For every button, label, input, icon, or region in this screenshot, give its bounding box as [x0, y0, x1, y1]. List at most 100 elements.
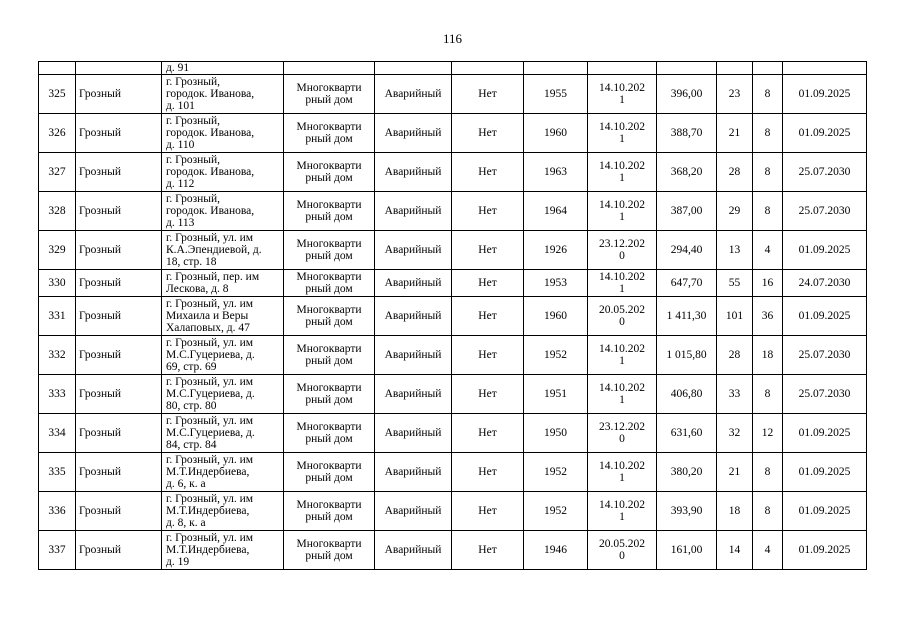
cell-apartments: 8 — [752, 491, 783, 531]
cell-address: г. Грозный, ул. им М.С.Гуцериева, д. 69,… — [161, 335, 284, 375]
cell-date: 14.10.202 1 — [587, 335, 657, 375]
cell-apartments: 8 — [752, 374, 783, 414]
cell-year: 1960 — [523, 296, 588, 336]
cell-deadline: 01.09.2025 — [782, 113, 867, 153]
cell-area: 393,90 — [656, 491, 717, 531]
cell-number: 325 — [38, 74, 76, 114]
cell-building-type: Многокварти рный дом — [283, 452, 375, 492]
cell-residents: 55 — [716, 269, 753, 297]
cell-address: г. Грозный, городок. Иванова, д. 113 — [161, 191, 284, 231]
cell-city: Грозный — [75, 413, 162, 453]
cell-flag: Нет — [451, 335, 524, 375]
cell-flag: Нет — [451, 191, 524, 231]
cell-year: 1952 — [523, 491, 588, 531]
cell-status: Аварийный — [374, 452, 452, 492]
table-row: 332 Грозный г. Грозный, ул. им М.С.Гуцерие… — [38, 335, 867, 375]
cell-status: Аварийный — [374, 113, 452, 153]
cell-address: г. Грозный, ул. им Михаила и Веры Халапо… — [161, 296, 284, 336]
cell-empty — [587, 61, 657, 75]
table-row: 335 Грозный г. Грозный, ул. им М.Т.Индерби… — [38, 452, 867, 492]
cell-status: Аварийный — [374, 374, 452, 414]
cell-flag: Нет — [451, 230, 524, 270]
cell-flag: Нет — [451, 296, 524, 336]
cell-address: г. Грозный, городок. Иванова, д. 110 — [161, 113, 284, 153]
cell-address: г. Грозный, ул. им М.С.Гуцериева, д. 84,… — [161, 413, 284, 453]
cell-number: 329 — [38, 230, 76, 270]
cell-year: 1946 — [523, 530, 588, 570]
cell-deadline: 01.09.2025 — [782, 530, 867, 570]
cell-city: Грозный — [75, 452, 162, 492]
table-row: 325 Грозный г. Грозный, городок. Иванова, … — [38, 74, 867, 114]
cell-number: 331 — [38, 296, 76, 336]
cell-city: Грозный — [75, 152, 162, 192]
cell-flag: Нет — [451, 491, 524, 531]
cell-residents: 14 — [716, 530, 753, 570]
cell-residents: 21 — [716, 452, 753, 492]
cell-building-type: Многокварти рный дом — [283, 191, 375, 231]
cell-empty — [523, 61, 588, 75]
cell-city: Грозный — [75, 296, 162, 336]
cell-number: 330 — [38, 269, 76, 297]
cell-area: 380,20 — [656, 452, 717, 492]
cell-address: г. Грозный, пер. им Лескова, д. 8 — [161, 269, 284, 297]
cell-flag: Нет — [451, 269, 524, 297]
page-number: 116 — [442, 31, 463, 46]
cell-date: 14.10.202 1 — [587, 491, 657, 531]
table-row: 331 Грозный г. Грозный, ул. им Михаила и В… — [38, 296, 867, 336]
cell-apartments: 8 — [752, 152, 783, 192]
cell-year: 1953 — [523, 269, 588, 297]
cell-deadline: 01.09.2025 — [782, 230, 867, 270]
cell-empty — [716, 61, 753, 75]
cell-residents: 28 — [716, 335, 753, 375]
housing-table: д. 91 325 Грозный г. Грозный, городок. Ива… — [38, 61, 867, 570]
cell-deadline: 25.07.2030 — [782, 335, 867, 375]
cell-flag: Нет — [451, 374, 524, 414]
cell-number: 328 — [38, 191, 76, 231]
cell-status: Аварийный — [374, 74, 452, 114]
cell-date: 14.10.202 1 — [587, 374, 657, 414]
cell-number: 334 — [38, 413, 76, 453]
cell-year: 1926 — [523, 230, 588, 270]
cell-apartments: 16 — [752, 269, 783, 297]
cell-address: г. Грозный, ул. им М.С.Гуцериева, д. 80,… — [161, 374, 284, 414]
cell-empty — [283, 61, 375, 75]
table-row: 327 Грозный г. Грозный, городок. Иванова, … — [38, 152, 867, 192]
cell-date: 14.10.202 1 — [587, 269, 657, 297]
cell-status: Аварийный — [374, 296, 452, 336]
cell-address: г. Грозный, ул. им К.А.Эпендиевой, д. 18… — [161, 230, 284, 270]
cell-city: Грозный — [75, 491, 162, 531]
cell-residents: 23 — [716, 74, 753, 114]
cell-building-type: Многокварти рный дом — [283, 530, 375, 570]
cell-empty — [451, 61, 524, 75]
cell-area: 396,00 — [656, 74, 717, 114]
table-row: 328 Грозный г. Грозный, городок. Иванова, … — [38, 191, 867, 231]
cell-residents: 28 — [716, 152, 753, 192]
cell-city: Грозный — [75, 374, 162, 414]
cell-city: Грозный — [75, 74, 162, 114]
cell-city: Грозный — [75, 335, 162, 375]
cell-date: 20.05.202 0 — [587, 530, 657, 570]
cell-number: 332 — [38, 335, 76, 375]
cell-area: 1 411,30 — [656, 296, 717, 336]
cell-area: 631,60 — [656, 413, 717, 453]
cell-area: 368,20 — [656, 152, 717, 192]
cell-address: г. Грозный, ул. им М.Т.Индербиева, д. 19 — [161, 530, 284, 570]
cell-address: г. Грозный, городок. Иванова, д. 112 — [161, 152, 284, 192]
cell-residents: 21 — [716, 113, 753, 153]
cell-apartments: 18 — [752, 335, 783, 375]
cell-number: 326 — [38, 113, 76, 153]
table-row: 334 Грозный г. Грозный, ул. им М.С.Гуцерие… — [38, 413, 867, 453]
cell-empty — [656, 61, 717, 75]
cell-apartments: 36 — [752, 296, 783, 336]
cell-residents: 101 — [716, 296, 753, 336]
cell-area: 1 015,80 — [656, 335, 717, 375]
cell-date: 20.05.202 0 — [587, 296, 657, 336]
cell-building-type: Многокварти рный дом — [283, 374, 375, 414]
table-row: 330 Грозный г. Грозный, пер. им Лескова, д… — [38, 269, 867, 297]
cell-number: 333 — [38, 374, 76, 414]
cell-building-type: Многокварти рный дом — [283, 413, 375, 453]
cell-deadline: 01.09.2025 — [782, 74, 867, 114]
cell-year: 1952 — [523, 335, 588, 375]
cell-building-type: Многокварти рный дом — [283, 74, 375, 114]
cell-city: Грозный — [75, 269, 162, 297]
